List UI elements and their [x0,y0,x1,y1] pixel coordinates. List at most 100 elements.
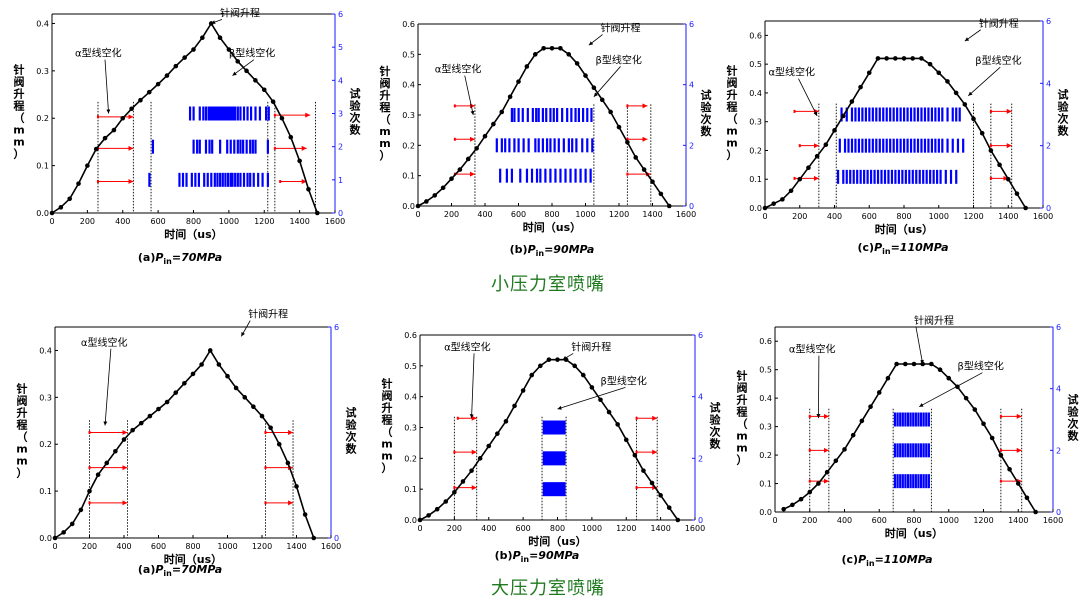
y2-tick-label: 1 [338,176,343,185]
test-mark [876,169,880,184]
test-mark [549,420,552,435]
y-tick-label: 0.4 [749,89,762,98]
data-point [491,121,496,127]
data-point [173,390,179,395]
y2-tick-label: 4 [338,76,343,85]
test-mark [265,106,268,121]
y2-tick-label: 0 [338,209,343,218]
caption-large-a: (a)Pin=70MPa [138,563,222,578]
test-mark [554,420,557,435]
annotation-lift: 针阀升程 [248,308,288,321]
test-mark [561,482,564,497]
chart-large-b-svg: 0 200 400 600 800 1000 1200 1400 1600 0.0 0.1 0.2 0.… [381,331,721,548]
data-point [69,521,75,527]
test-mark [899,474,902,489]
y-tick-label: 0.1 [759,480,772,489]
data-point [771,201,776,206]
test-mark [211,139,214,154]
test-mark [203,172,206,187]
data-point [901,56,907,61]
data-point [798,496,804,502]
test-mark [906,474,910,489]
test-mark [546,451,549,466]
data-point [156,406,161,412]
test-mark [883,169,887,184]
test-mark [213,172,216,187]
test-mark [920,107,923,122]
test-mark [267,106,270,121]
test-mark [224,172,227,187]
data-point [251,404,256,410]
test-mark [225,106,228,121]
test-mark [893,412,897,427]
test-mark [212,106,216,121]
test-mark [196,139,199,154]
data-point [113,448,118,454]
annotation-alpha: α型线空化 [444,340,491,353]
y2-tick-label: 2 [338,143,343,152]
test-mark [918,169,921,184]
test-mark [930,138,933,153]
annotation-lift-arrow [915,327,924,365]
y-axis-label-char: ） [14,148,25,161]
test-mark [556,482,559,497]
y-axis-label-char: 程 [382,413,393,427]
caption-prefix: (b) [494,549,513,562]
y2-axis-label-char: 次 [346,430,357,444]
data-point [1014,191,1020,196]
test-mark [549,108,552,122]
range-arrow-start [989,144,992,148]
x-tick-label: 600 [515,524,530,533]
x-tick-label: 200 [80,217,95,226]
chart-large-c: 0 200 400 600 800 1000 1200 1400 1600 0.0 0.1 0.2 0.… [720,310,1080,580]
data-point [945,79,950,84]
test-mark [847,138,850,153]
x-tick-label: 0 [772,516,777,525]
test-mark [564,168,567,183]
y2-axis-label-char: 数 [1068,429,1080,443]
test-mark [553,138,556,153]
data-point [432,193,438,198]
caption-small-a: (a)Pin=70MPa [138,251,222,266]
test-mark [892,138,895,153]
data-point [546,357,552,362]
data-point [780,197,785,202]
test-mark [899,443,902,458]
test-mark [242,139,245,154]
data-point [572,363,577,369]
data-point [929,361,934,367]
y-axis-label-char: m [13,136,24,149]
data-point [989,435,995,441]
data-point [675,517,681,523]
test-mark [849,169,852,184]
test-mark [561,420,564,435]
test-mark [210,172,213,187]
caption-value: =90MPa [544,243,595,256]
y-tick-label: 0.4 [404,393,417,402]
data-point [261,87,267,93]
data-point [532,52,538,57]
test-mark [845,169,848,184]
section-title-small: 小压力室喷嘴 [491,274,605,295]
test-mark [178,172,181,187]
y2-tick-label: 6 [1046,17,1051,26]
data-point [85,163,90,168]
test-mark [525,168,529,183]
x-tick-label: 1000 [575,210,595,219]
test-mark [542,451,545,466]
data-point [58,205,64,210]
test-mark [551,482,554,497]
caption-value: =70MPa [171,251,223,264]
test-mark [208,139,211,154]
test-mark [541,108,544,122]
test-mark [939,169,942,184]
chart-large-b: 0 200 400 600 800 1000 1200 1400 1600 0.0 0.1 0.2 0.… [360,310,721,580]
range-arrow-start [279,179,282,183]
x-tick-label: 1000 [217,542,237,551]
caption-prefix: (c) [841,553,859,566]
y2-tick-label: 0 [689,202,694,211]
test-mark [937,107,940,122]
annotation-beta: β型线空化 [596,53,642,66]
data-point [190,371,196,377]
range-arrow-start [626,104,629,108]
